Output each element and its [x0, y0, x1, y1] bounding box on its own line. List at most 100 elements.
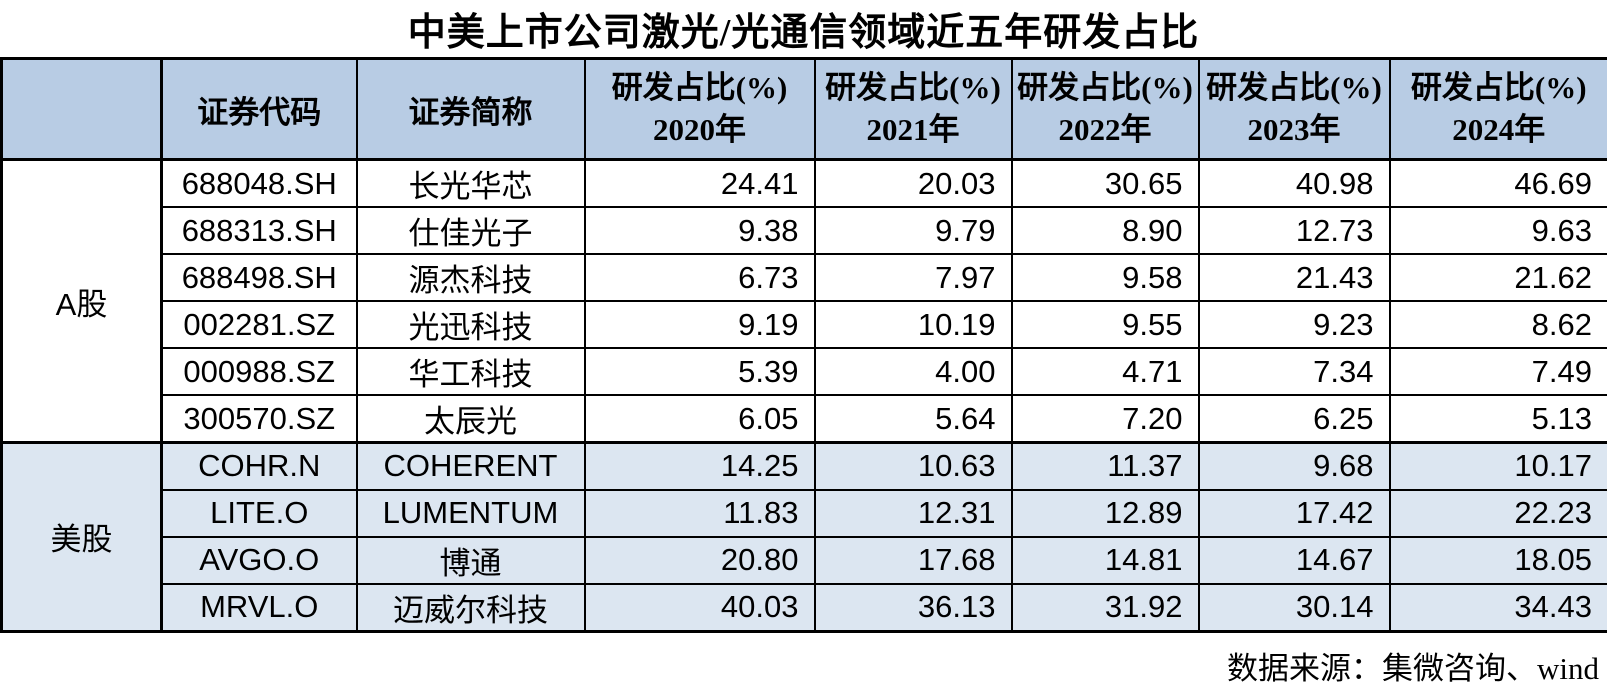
rd-value-2023: 6.25 [1197, 394, 1391, 444]
rd-value-2021: 4.00 [813, 347, 1013, 396]
group-label-a-shares: A股 [0, 158, 163, 444]
rd-ratio-label: 研发占比(%) [1017, 70, 1193, 105]
rd-value-2020: 9.38 [583, 206, 816, 255]
year-label-2022: 2022年 [1058, 112, 1152, 147]
header-rd-2022: 研发占比(%) 2022年 [1010, 57, 1200, 161]
rd-value-2021: 10.63 [813, 441, 1013, 491]
stock-code: LITE.O [160, 488, 358, 538]
rd-value-2023: 7.34 [1197, 347, 1391, 396]
rd-value-2023: 21.43 [1197, 253, 1391, 302]
table-row: 688498.SH 源杰科技 6.73 7.97 9.58 21.43 21.6… [2, 253, 1607, 302]
stock-code: 688048.SH [160, 158, 358, 208]
rd-value-2020: 14.25 [583, 441, 816, 491]
table-row: 300570.SZ 太辰光 6.05 5.64 7.20 6.25 5.13 [2, 394, 1607, 444]
stock-code: 688498.SH [160, 253, 358, 302]
rd-value-2022: 8.90 [1010, 206, 1200, 255]
table-header-row: 证券代码 证券简称 研发占比(%) 2020年 研发占比(%) 2021年 研发… [0, 57, 1607, 161]
stock-name: 博通 [355, 535, 586, 585]
year-label-2024: 2024年 [1452, 112, 1546, 147]
rd-value-2021: 5.64 [813, 394, 1013, 444]
table-row: AVGO.O 博通 20.80 17.68 14.81 14.67 18.05 [2, 535, 1607, 585]
stock-code: 000988.SZ [160, 347, 358, 396]
data-source-note: 数据来源：集微咨询、wind [1227, 650, 1599, 686]
rd-value-2021: 12.31 [813, 488, 1013, 538]
rd-value-2024: 22.23 [1388, 488, 1607, 538]
rd-value-2020: 40.03 [583, 582, 816, 632]
header-rd-2020: 研发占比(%) 2020年 [583, 57, 816, 161]
rd-value-2022: 14.81 [1010, 535, 1200, 585]
table-row: 000988.SZ 华工科技 5.39 4.00 4.71 7.34 7.49 [2, 347, 1607, 396]
rd-value-2020: 9.19 [583, 300, 816, 349]
rd-value-2020: 6.73 [583, 253, 816, 302]
group-label-us-shares: 美股 [0, 441, 163, 632]
figure-title: 中美上市公司激光/光通信领域近五年研发占比 [407, 12, 1200, 54]
rd-ratio-label: 研发占比(%) [825, 70, 1001, 105]
rd-ratio-label: 研发占比(%) [1206, 70, 1382, 105]
stock-name: 源杰科技 [355, 253, 586, 302]
rd-value-2020: 11.83 [583, 488, 816, 538]
rd-value-2021: 36.13 [813, 582, 1013, 632]
rd-value-2023: 40.98 [1197, 158, 1391, 208]
rd-value-2023: 9.68 [1197, 441, 1391, 491]
rd-value-2021: 10.19 [813, 300, 1013, 349]
rd-ratio-label: 研发占比(%) [1410, 70, 1587, 105]
header-stock-code: 证券代码 [160, 57, 358, 161]
table-row: MRVL.O 迈威尔科技 40.03 36.13 31.92 30.14 34.… [2, 582, 1607, 632]
rd-value-2024: 9.63 [1388, 206, 1607, 255]
rd-value-2022: 12.89 [1010, 488, 1200, 538]
rd-value-2021: 7.97 [813, 253, 1013, 302]
rd-value-2023: 30.14 [1197, 582, 1391, 632]
stock-code: COHR.N [160, 441, 358, 491]
rd-value-2023: 17.42 [1197, 488, 1391, 538]
year-label-2020: 2020年 [653, 112, 746, 147]
stock-code: 300570.SZ [160, 394, 358, 444]
rd-value-2024: 8.62 [1388, 300, 1607, 349]
stock-name: COHERENT [355, 441, 586, 491]
header-rd-2024: 研发占比(%) 2024年 [1388, 57, 1607, 161]
header-rd-2023: 研发占比(%) 2023年 [1197, 57, 1391, 161]
rd-ratio-label: 研发占比(%) [611, 70, 788, 105]
rd-value-2024: 5.13 [1388, 394, 1607, 444]
rd-value-2022: 31.92 [1010, 582, 1200, 632]
stock-name: LUMENTUM [355, 488, 586, 538]
rd-value-2024: 46.69 [1388, 158, 1607, 208]
rd-value-2024: 18.05 [1388, 535, 1607, 585]
rd-value-2021: 9.79 [813, 206, 1013, 255]
table-row: 002281.SZ 光迅科技 9.19 10.19 9.55 9.23 8.62 [2, 300, 1607, 349]
header-stock-name: 证券简称 [355, 57, 586, 161]
stock-name: 迈威尔科技 [355, 582, 586, 632]
stock-name: 光迅科技 [355, 300, 586, 349]
rd-value-2022: 30.65 [1010, 158, 1200, 208]
stock-name: 华工科技 [355, 347, 586, 396]
rd-value-2020: 20.80 [583, 535, 816, 585]
year-label-2023: 2023年 [1247, 112, 1341, 147]
rd-value-2023: 14.67 [1197, 535, 1391, 585]
rd-value-2024: 10.17 [1388, 441, 1607, 491]
stock-name: 长光华芯 [355, 158, 586, 208]
rd-value-2021: 20.03 [813, 158, 1013, 208]
rd-value-2024: 34.43 [1388, 582, 1607, 632]
rd-value-2022: 7.20 [1010, 394, 1200, 444]
stock-code: 688313.SH [160, 206, 358, 255]
rd-value-2023: 9.23 [1197, 300, 1391, 349]
rd-value-2020: 6.05 [583, 394, 816, 444]
stock-code: MRVL.O [160, 582, 358, 632]
table-row: 688313.SH 仕佳光子 9.38 9.79 8.90 12.73 9.63 [2, 206, 1607, 255]
table-row: LITE.O LUMENTUM 11.83 12.31 12.89 17.42 … [2, 488, 1607, 538]
year-label-2021: 2021年 [866, 112, 960, 147]
stock-code: 002281.SZ [160, 300, 358, 349]
table-row: 美股 COHR.N COHERENT 14.25 10.63 11.37 9.6… [0, 441, 1607, 632]
rd-value-2024: 7.49 [1388, 347, 1607, 396]
rd-value-2020: 5.39 [583, 347, 816, 396]
stock-name: 太辰光 [355, 394, 586, 444]
rd-value-2022: 11.37 [1010, 441, 1200, 491]
rd-value-2022: 4.71 [1010, 347, 1200, 396]
table-row: A股 688048.SH 长光华芯 24.41 20.03 30.65 40.9… [0, 158, 1607, 444]
rd-value-2020: 24.41 [583, 158, 816, 208]
stock-code: AVGO.O [160, 535, 358, 585]
header-rd-2021: 研发占比(%) 2021年 [813, 57, 1013, 161]
rd-value-2023: 12.73 [1197, 206, 1391, 255]
stock-name: 仕佳光子 [355, 206, 586, 255]
rd-value-2022: 9.58 [1010, 253, 1200, 302]
